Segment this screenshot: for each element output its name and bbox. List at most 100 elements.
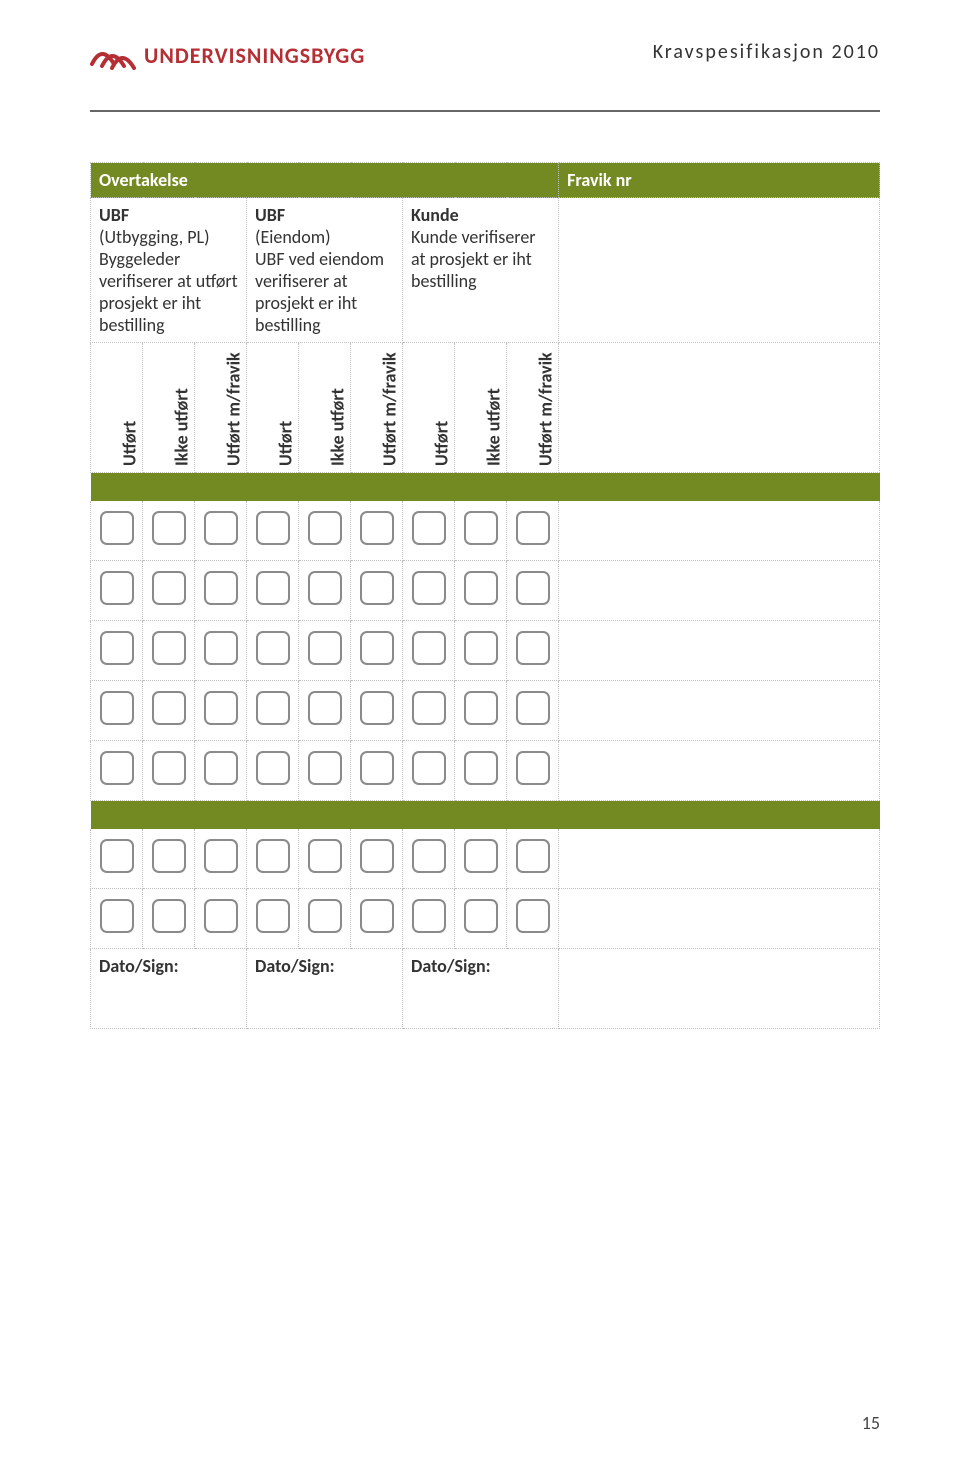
checkbox[interactable] xyxy=(152,571,186,605)
checkbox[interactable] xyxy=(516,691,550,725)
checkbox[interactable] xyxy=(204,511,238,545)
group2-bold: Kunde xyxy=(411,204,459,226)
checkbox[interactable] xyxy=(308,571,342,605)
checkbox[interactable] xyxy=(308,691,342,725)
group0-sub: (Utbygging, PL) xyxy=(99,226,210,248)
checkbox[interactable] xyxy=(256,691,290,725)
checkbox[interactable] xyxy=(360,839,394,873)
checkbox[interactable] xyxy=(256,571,290,605)
sign-1[interactable]: Dato/Sign: xyxy=(247,949,403,1029)
checkbox-cell xyxy=(195,741,247,801)
checkbox-cell xyxy=(195,681,247,741)
checkbox-cell xyxy=(455,829,507,889)
checkbox-cell xyxy=(91,501,143,561)
checkbox[interactable] xyxy=(256,631,290,665)
fravik-cell[interactable] xyxy=(559,829,880,889)
checkbox[interactable] xyxy=(464,511,498,545)
checkbox[interactable] xyxy=(360,751,394,785)
checkbox[interactable] xyxy=(100,751,134,785)
fravik-blank2 xyxy=(559,343,880,473)
checkbox[interactable] xyxy=(152,839,186,873)
checkbox[interactable] xyxy=(516,899,550,933)
checkbox-cell xyxy=(455,681,507,741)
doc-title: Kravspesifikasjon 2010 xyxy=(653,40,880,64)
checkbox[interactable] xyxy=(152,691,186,725)
section-band-1 xyxy=(91,473,880,501)
checkbox[interactable] xyxy=(360,691,394,725)
checkbox-cell xyxy=(507,621,559,681)
checkbox[interactable] xyxy=(412,511,446,545)
fravik-cell[interactable] xyxy=(559,681,880,741)
checkbox[interactable] xyxy=(412,691,446,725)
checkbox[interactable] xyxy=(308,751,342,785)
checkbox[interactable] xyxy=(100,899,134,933)
checkbox[interactable] xyxy=(464,899,498,933)
checkbox[interactable] xyxy=(464,631,498,665)
checkbox-cell xyxy=(195,501,247,561)
fravik-cell[interactable] xyxy=(559,889,880,949)
fravik-cell[interactable] xyxy=(559,621,880,681)
checkbox-cell xyxy=(247,829,299,889)
checkbox[interactable] xyxy=(100,839,134,873)
subcol-1-2: Utført m/fravik xyxy=(351,343,403,473)
checkbox[interactable] xyxy=(152,751,186,785)
checkbox-cell xyxy=(403,621,455,681)
checkbox[interactable] xyxy=(100,691,134,725)
checkbox-cell xyxy=(455,621,507,681)
checkbox[interactable] xyxy=(256,899,290,933)
checkbox[interactable] xyxy=(464,571,498,605)
checkbox[interactable] xyxy=(464,839,498,873)
subcol-2-1: Ikke utført xyxy=(455,343,507,473)
checkbox[interactable] xyxy=(516,839,550,873)
checkbox[interactable] xyxy=(204,571,238,605)
checkbox[interactable] xyxy=(204,899,238,933)
sign-2[interactable]: Dato/Sign: xyxy=(403,949,559,1029)
checkbox[interactable] xyxy=(204,631,238,665)
checkbox[interactable] xyxy=(516,511,550,545)
checkbox[interactable] xyxy=(412,631,446,665)
table-row xyxy=(91,621,880,681)
checkbox[interactable] xyxy=(360,511,394,545)
checkbox[interactable] xyxy=(204,839,238,873)
table-title: Overtakelse xyxy=(91,163,559,198)
checkbox-cell xyxy=(91,889,143,949)
checkbox[interactable] xyxy=(152,899,186,933)
checkbox[interactable] xyxy=(308,899,342,933)
checkbox[interactable] xyxy=(308,839,342,873)
subcol-1-0: Utført xyxy=(247,343,299,473)
checkbox[interactable] xyxy=(256,511,290,545)
checkbox[interactable] xyxy=(360,899,394,933)
page-header: UNDERVISNINGSBYGG Kravspesifikasjon 2010 xyxy=(90,40,880,70)
checkbox[interactable] xyxy=(516,631,550,665)
checkbox[interactable] xyxy=(100,511,134,545)
checkbox[interactable] xyxy=(152,511,186,545)
checkbox[interactable] xyxy=(412,571,446,605)
checkbox[interactable] xyxy=(412,899,446,933)
checkbox[interactable] xyxy=(464,691,498,725)
checkbox[interactable] xyxy=(152,631,186,665)
checkbox[interactable] xyxy=(100,631,134,665)
checkbox[interactable] xyxy=(256,751,290,785)
checkbox-cell xyxy=(507,501,559,561)
subcol-0-1: Ikke utført xyxy=(143,343,195,473)
fravik-cell[interactable] xyxy=(559,741,880,801)
checkbox-cell xyxy=(507,741,559,801)
sign-0[interactable]: Dato/Sign: xyxy=(91,949,247,1029)
checkbox[interactable] xyxy=(412,839,446,873)
fravik-cell[interactable] xyxy=(559,501,880,561)
checkbox[interactable] xyxy=(256,839,290,873)
checkbox[interactable] xyxy=(308,631,342,665)
table-row xyxy=(91,741,880,801)
checkbox[interactable] xyxy=(204,691,238,725)
checkbox[interactable] xyxy=(516,571,550,605)
checkbox[interactable] xyxy=(360,631,394,665)
checkbox[interactable] xyxy=(360,571,394,605)
checkbox[interactable] xyxy=(412,751,446,785)
checkbox[interactable] xyxy=(308,511,342,545)
checkbox[interactable] xyxy=(516,751,550,785)
checkbox[interactable] xyxy=(204,751,238,785)
subcol-row: Utført Ikke utført Utført m/fravik Utfør… xyxy=(91,343,880,473)
checkbox[interactable] xyxy=(464,751,498,785)
fravik-cell[interactable] xyxy=(559,561,880,621)
checkbox[interactable] xyxy=(100,571,134,605)
